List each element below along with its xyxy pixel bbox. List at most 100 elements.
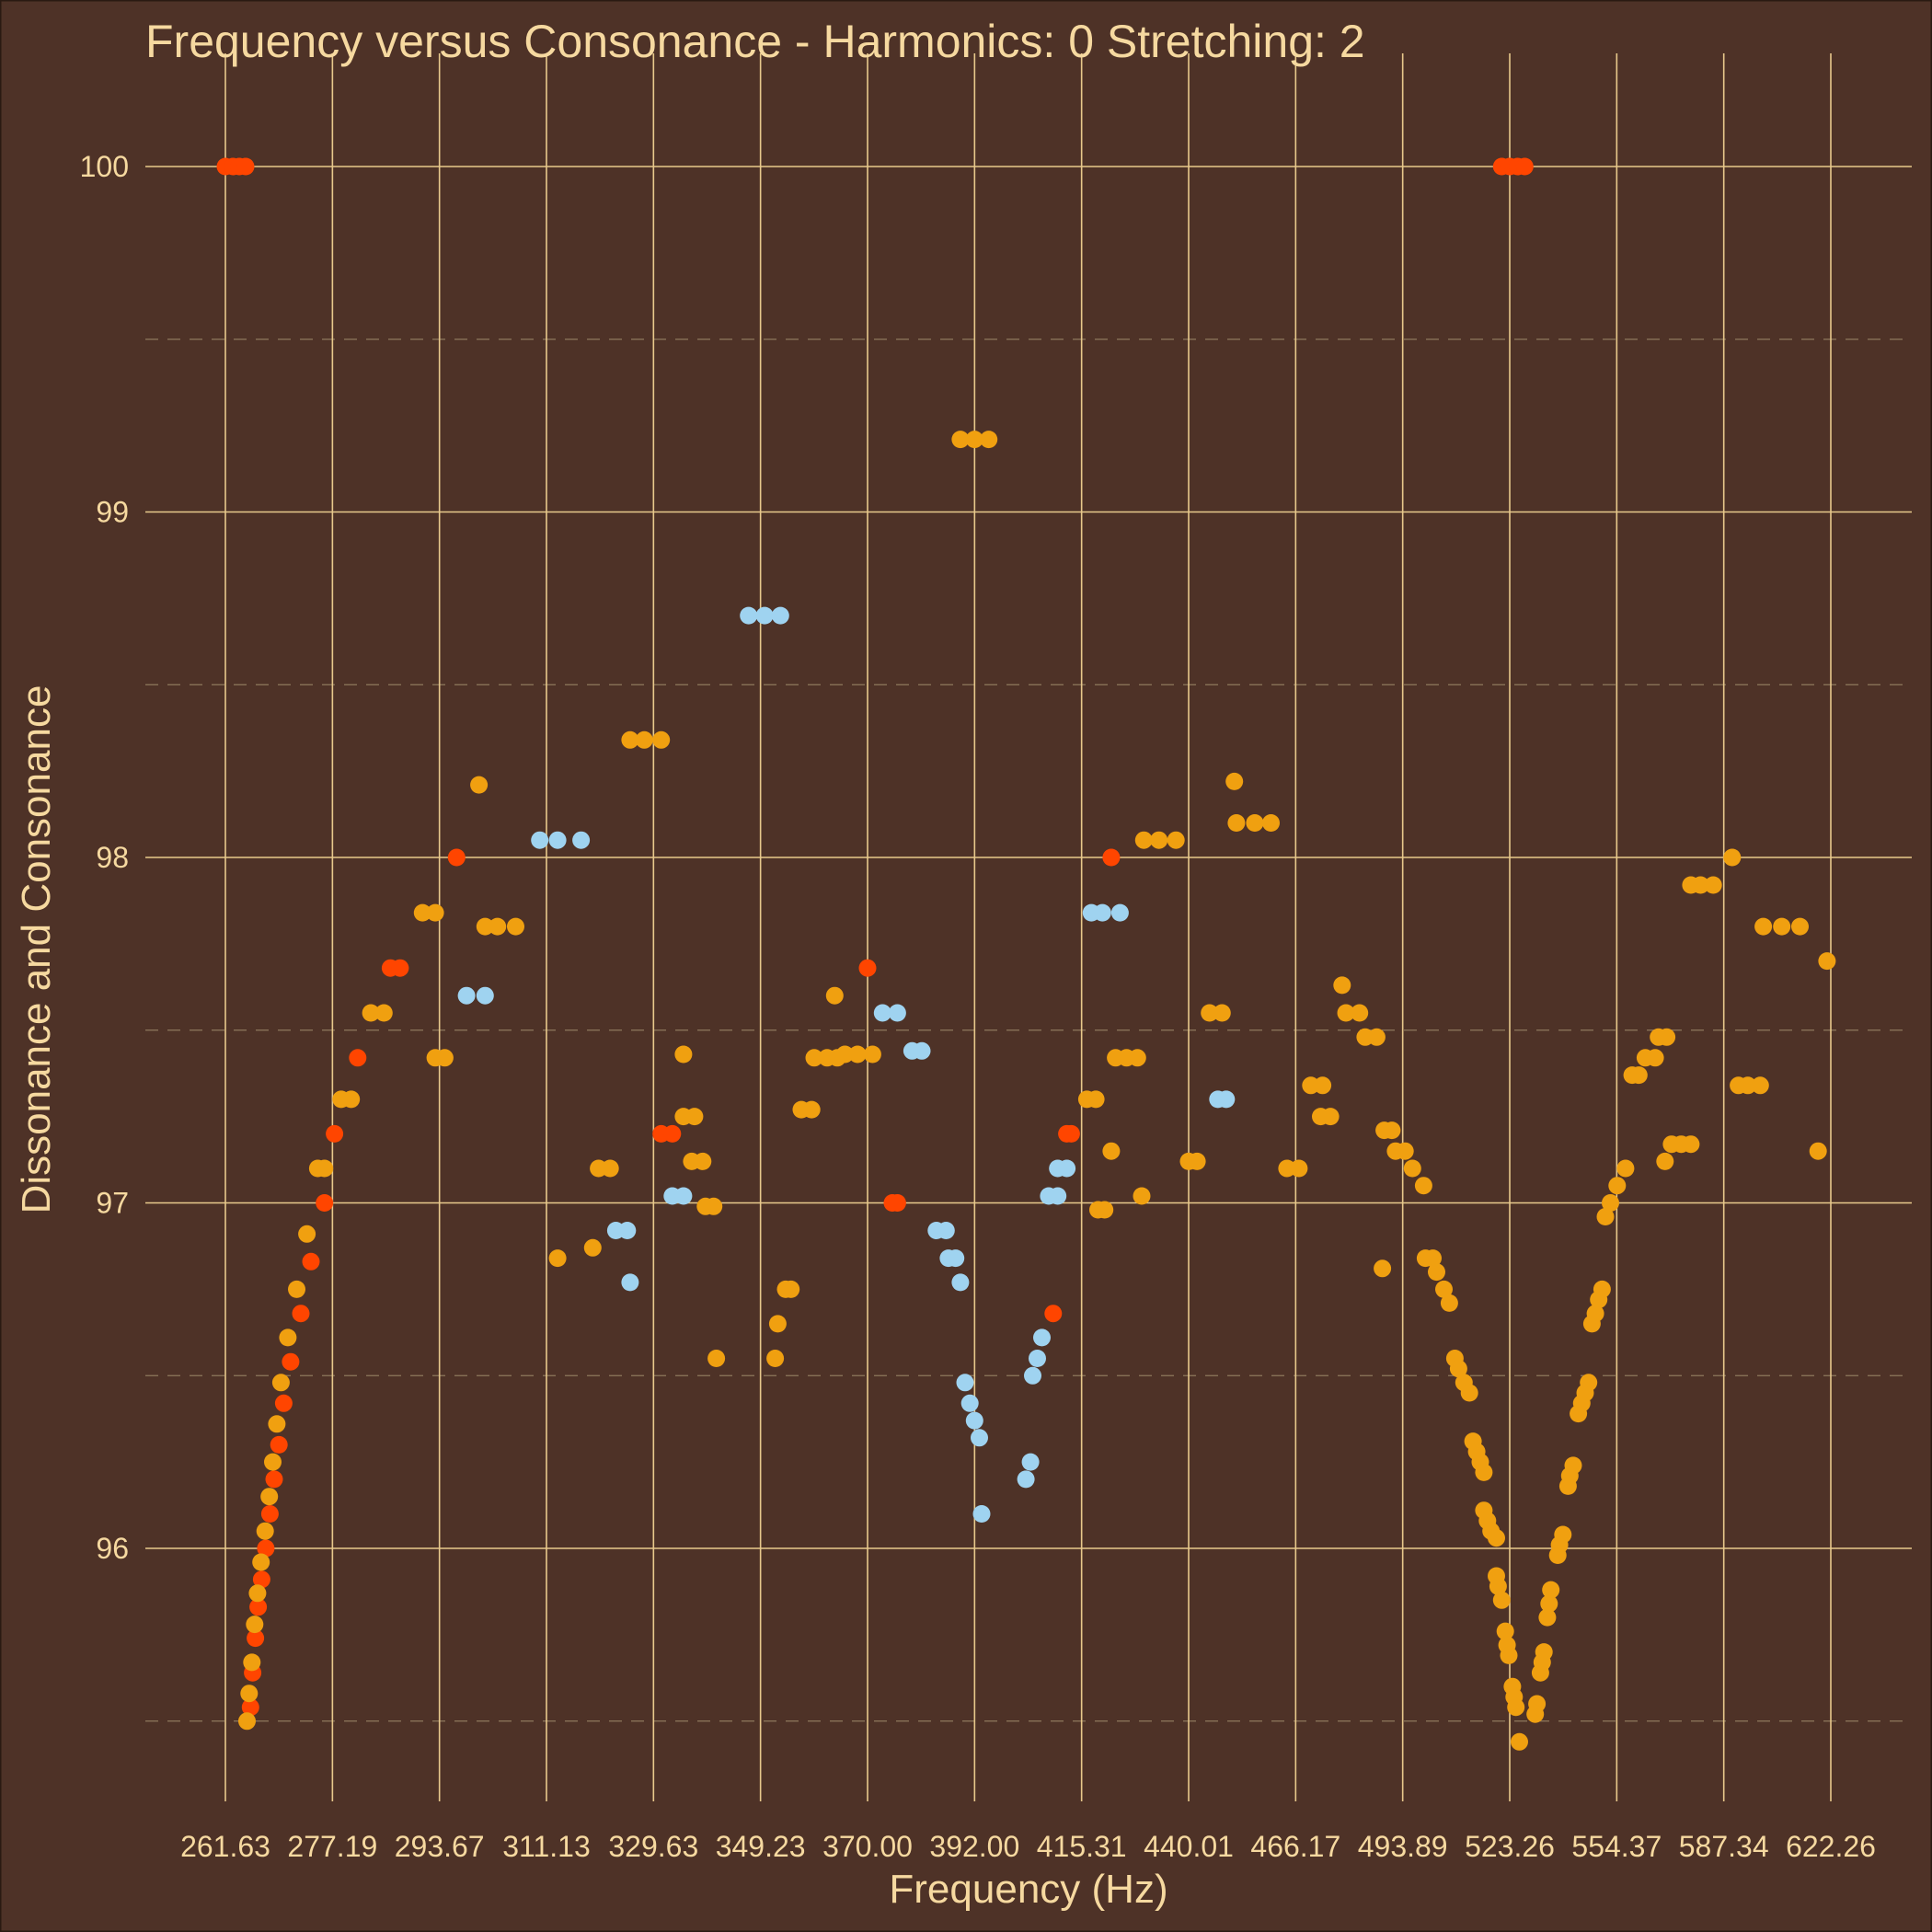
- data-point: [1217, 1090, 1236, 1109]
- data-point: [1367, 1028, 1386, 1046]
- data-point: [1629, 1066, 1648, 1085]
- data-point: [1616, 1159, 1635, 1178]
- data-point: [1414, 1177, 1432, 1195]
- data-point: [256, 1522, 274, 1540]
- data-point: [238, 1712, 256, 1731]
- data-point: [1102, 848, 1121, 867]
- data-point: [755, 606, 774, 625]
- data-point: [1704, 876, 1722, 894]
- data-point: [674, 1187, 693, 1205]
- data-point: [1460, 1384, 1478, 1402]
- data-point: [1492, 1591, 1511, 1609]
- data-point: [1608, 1177, 1627, 1195]
- data-point: [937, 1222, 955, 1239]
- data-point: [374, 1004, 393, 1022]
- x-tick-label: 392.00: [929, 1830, 1019, 1863]
- data-point: [863, 1045, 881, 1064]
- x-axis-ticks: 261.63 277.19 293.67 311.13 329.63 349.23 370.…: [180, 1830, 1876, 1863]
- data-point: [252, 1553, 270, 1571]
- data-point: [965, 1411, 983, 1430]
- data-point: [888, 1194, 906, 1212]
- data-point: [302, 1252, 320, 1271]
- data-point: [1739, 1076, 1757, 1095]
- x-tick-label: 293.67: [395, 1830, 485, 1863]
- data-point: [292, 1305, 310, 1323]
- data-point: [447, 848, 466, 867]
- data-point: [1290, 1159, 1308, 1178]
- data-point: [265, 1470, 283, 1489]
- data-point: [1580, 1374, 1598, 1392]
- data-point: [1682, 1135, 1700, 1154]
- data-point: [1540, 1594, 1558, 1613]
- data-point: [951, 431, 970, 449]
- x-tick-label: 349.23: [716, 1830, 806, 1863]
- y-axis-title: Dissonance and Consonance: [14, 685, 59, 1214]
- data-point: [674, 1045, 693, 1064]
- data-point: [825, 986, 844, 1005]
- data-point: [768, 1315, 787, 1333]
- data-point: [1133, 1187, 1151, 1205]
- data-point: [1528, 1695, 1547, 1713]
- data-point: [1333, 976, 1351, 995]
- data-point: [1188, 1152, 1206, 1170]
- data-point: [652, 730, 671, 749]
- data-point: [805, 1049, 823, 1067]
- data-point: [548, 1249, 567, 1268]
- data-point: [298, 1225, 316, 1243]
- data-point: [1227, 814, 1246, 832]
- data-point: [1593, 1280, 1611, 1298]
- x-tick-label: 622.26: [1786, 1830, 1876, 1863]
- data-point: [971, 1429, 988, 1447]
- y-axis-ticks: 96 97 98 99 100: [80, 150, 129, 1565]
- data-point: [1096, 1201, 1114, 1219]
- x-tick-label: 415.31: [1037, 1830, 1127, 1863]
- data-point: [476, 917, 494, 936]
- data-point: [802, 1100, 821, 1119]
- data-point: [391, 959, 409, 977]
- data-point: [572, 831, 591, 849]
- data-point: [707, 1350, 726, 1367]
- data-point: [288, 1280, 305, 1298]
- data-point: [956, 1374, 974, 1392]
- data-point: [1818, 952, 1836, 971]
- data-point: [260, 1488, 279, 1506]
- data-point: [271, 1374, 290, 1392]
- data-point: [260, 1505, 279, 1523]
- y-tick-label: 99: [96, 496, 129, 529]
- data-point: [1029, 1350, 1046, 1367]
- data-point: [888, 1004, 906, 1022]
- data-point: [236, 157, 255, 176]
- data-point: [1511, 1732, 1528, 1751]
- data-point: [1586, 1305, 1604, 1323]
- data-point: [1396, 1142, 1414, 1160]
- data-point: [1062, 1124, 1080, 1143]
- data-point: [951, 1273, 970, 1292]
- data-point: [1691, 876, 1709, 894]
- data-point: [1507, 1698, 1525, 1717]
- data-point: [965, 431, 983, 449]
- data-point: [835, 1045, 854, 1064]
- data-point: [1542, 1581, 1560, 1599]
- data-point: [1278, 1159, 1296, 1178]
- data-point: [1321, 1108, 1340, 1126]
- x-tick-label: 329.63: [608, 1830, 698, 1863]
- data-point: [1134, 831, 1153, 849]
- data-point: [279, 1328, 297, 1347]
- data-point: [274, 1394, 293, 1412]
- y-tick-label: 98: [96, 841, 129, 874]
- data-point: [349, 1049, 367, 1067]
- data-point: [635, 730, 653, 749]
- data-point: [972, 1505, 991, 1523]
- data-point: [1424, 1249, 1442, 1268]
- data-point: [1403, 1159, 1421, 1178]
- data-point: [1314, 1076, 1332, 1095]
- data-point: [1488, 1529, 1505, 1547]
- data-point: [663, 1124, 682, 1143]
- data-point: [1791, 917, 1809, 936]
- data-point: [264, 1453, 282, 1471]
- data-point: [1658, 1028, 1676, 1046]
- data-point: [1102, 1142, 1121, 1160]
- data-point: [268, 1415, 286, 1433]
- data-point: [457, 986, 476, 1005]
